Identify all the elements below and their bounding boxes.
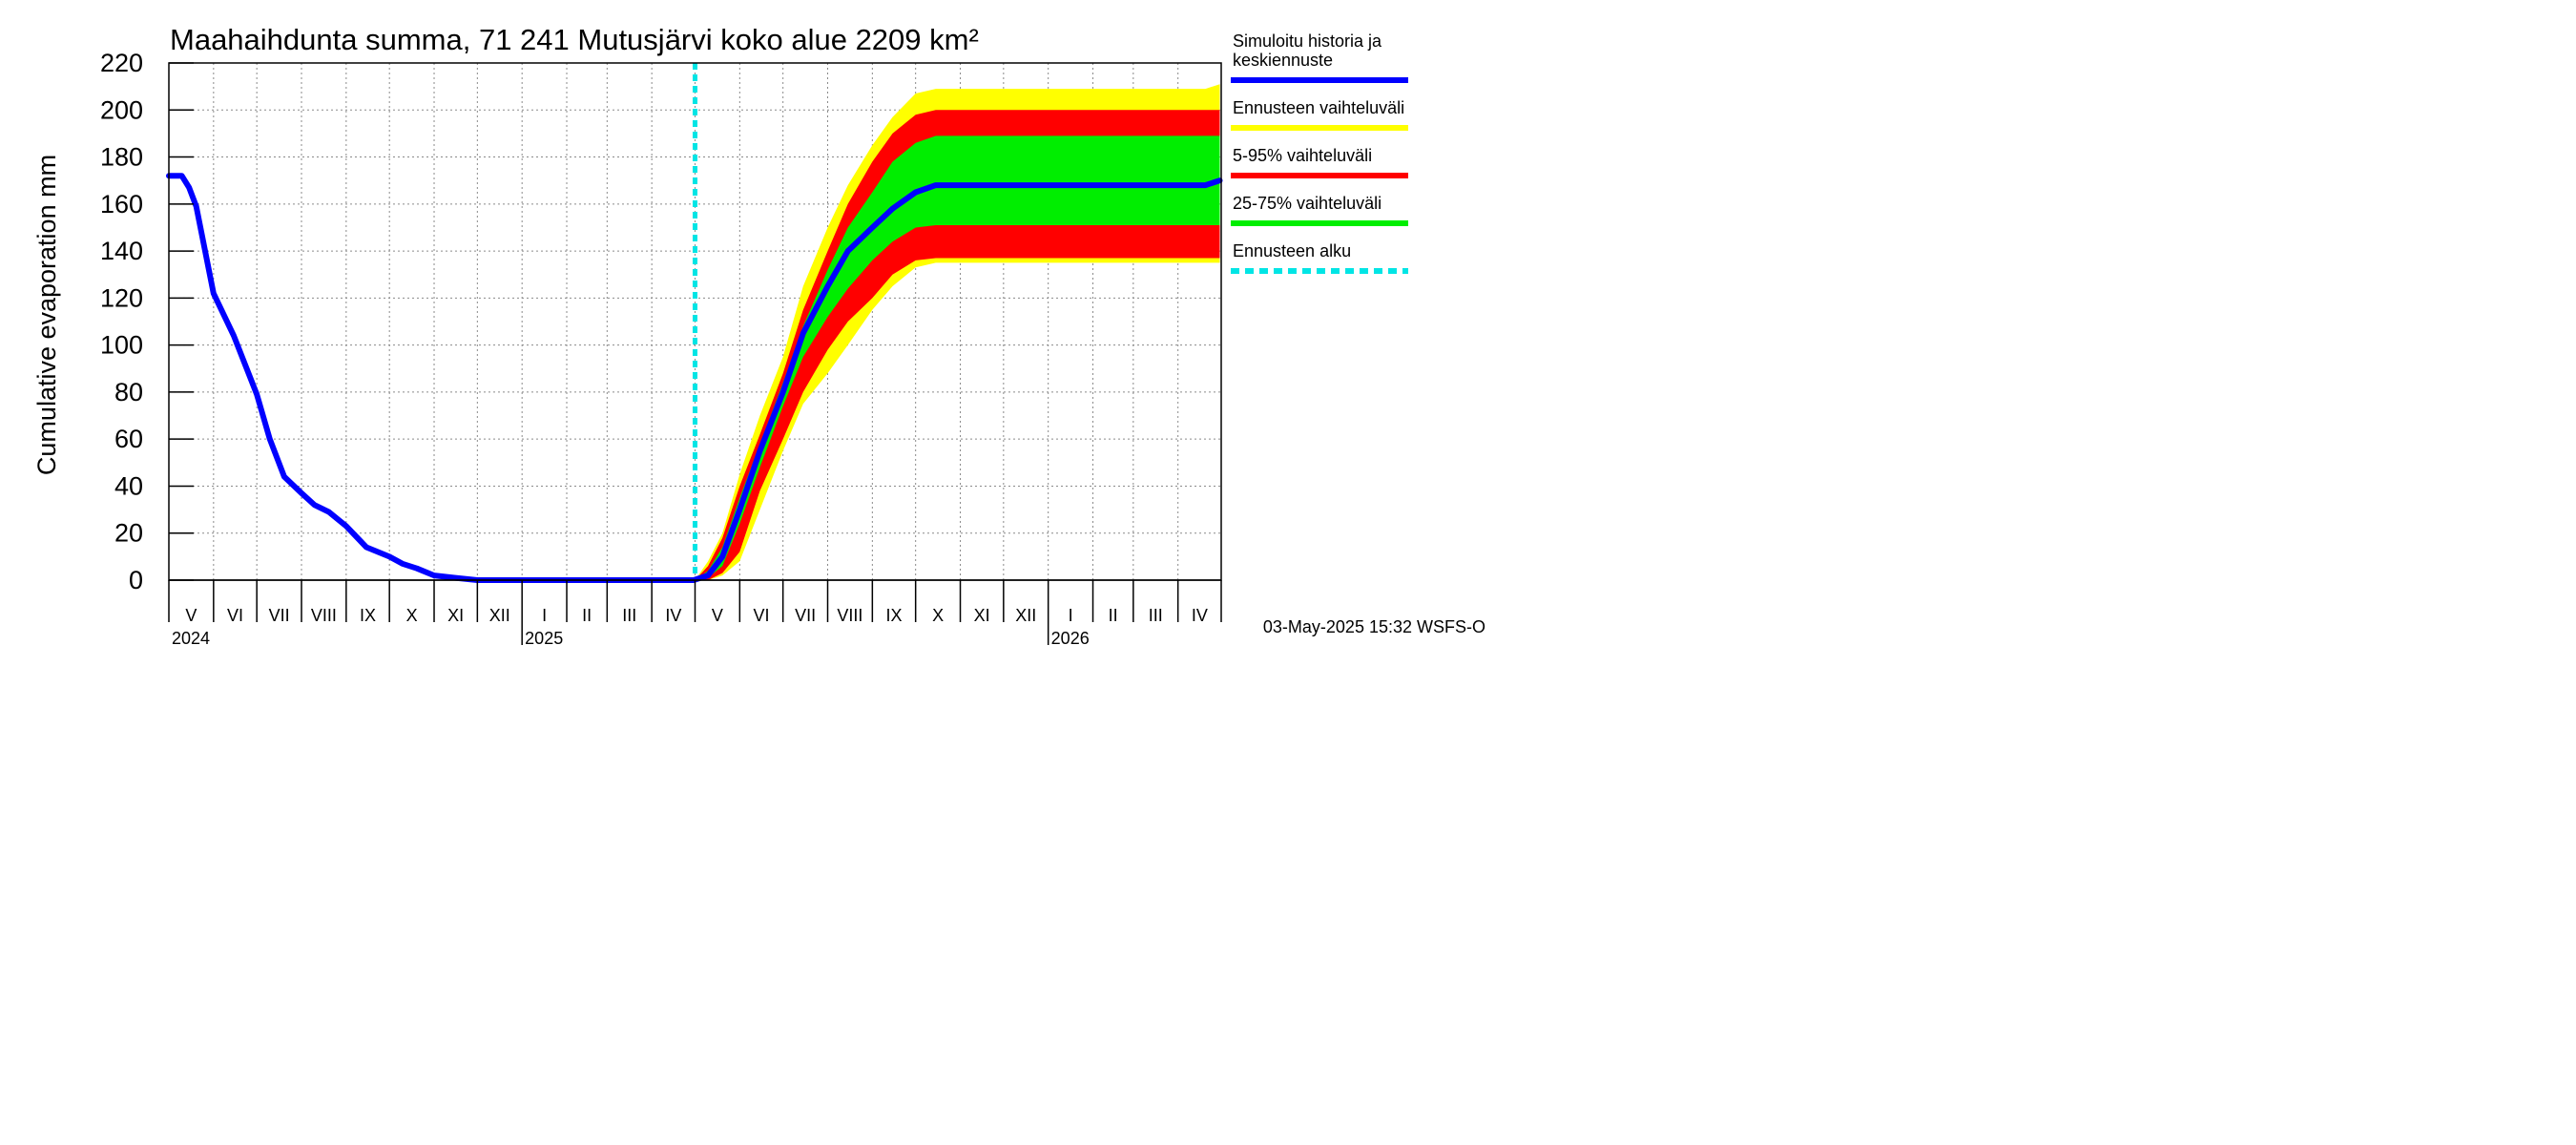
legend-label: Simuloitu historia ja keskiennuste — [1233, 31, 1382, 70]
month-label: IV — [1192, 606, 1208, 625]
month-label: X — [406, 606, 418, 625]
month-label: IX — [886, 606, 903, 625]
month-label: II — [1109, 606, 1118, 625]
month-label: VI — [227, 606, 243, 625]
month-label: II — [582, 606, 592, 625]
legend-label: Ennusteen alku — [1233, 241, 1351, 260]
timestamp-footer: 03-May-2025 15:32 WSFS-O — [1263, 617, 1485, 636]
month-label: XI — [974, 606, 990, 625]
month-label: V — [712, 606, 723, 625]
y-tick-label: 100 — [100, 331, 143, 360]
y-tick-label: 20 — [114, 519, 143, 548]
y-tick-label: 220 — [100, 49, 143, 77]
legend-label: 25-75% vaihteluväli — [1233, 194, 1381, 213]
year-label: 2024 — [172, 629, 210, 648]
month-label: I — [1069, 606, 1073, 625]
month-label: VI — [753, 606, 769, 625]
month-label: V — [185, 606, 197, 625]
band-5-95-vaihteluv-li — [695, 110, 1220, 581]
month-label: VII — [795, 606, 816, 625]
series-line-simulated — [166, 173, 1223, 583]
y-tick-label: 160 — [100, 190, 143, 219]
month-label: VII — [269, 606, 290, 625]
y-tick-label: 180 — [100, 143, 143, 172]
y-axis-label: Cumulative evaporation mm — [32, 155, 61, 475]
month-label: XII — [489, 606, 510, 625]
y-axis-ticks: 0 20 40 60 80 100 120 140 160 180 200 220 — [100, 49, 194, 594]
y-tick-label: 80 — [114, 378, 143, 406]
x-axis: V VI VII VIII IX X XI XII I II III IV V VI VII VIII IX X X… — [168, 579, 1222, 648]
month-label: XII — [1015, 606, 1036, 625]
y-tick-label: 200 — [100, 95, 143, 124]
legend-label: Ennusteen vaihteluväli — [1233, 98, 1404, 117]
band-25-75-vaihteluv-li — [695, 135, 1220, 580]
month-label: IV — [665, 606, 681, 625]
legend: Simuloitu historia ja keskiennuste Ennuste… — [1231, 31, 1408, 274]
chart-title: Maahaihdunta summa, 71 241 Mutusjärvi ko… — [170, 23, 979, 56]
legend-label: 5-95% vaihteluväli — [1233, 146, 1372, 165]
y-tick-label: 120 — [100, 283, 143, 312]
series-lines — [166, 63, 1223, 583]
month-label: I — [542, 606, 547, 625]
y-tick-label: 40 — [114, 471, 143, 500]
y-tick-label: 140 — [100, 237, 143, 265]
forecast-bands — [695, 84, 1220, 581]
y-tick-label: 0 — [129, 566, 143, 594]
month-label: VIII — [837, 606, 862, 625]
year-label: 2025 — [525, 629, 563, 648]
y-tick-label: 60 — [114, 425, 143, 453]
month-label: VIII — [311, 606, 337, 625]
month-label: X — [932, 606, 944, 625]
month-label: XI — [447, 606, 464, 625]
month-label: III — [622, 606, 636, 625]
month-label: III — [1149, 606, 1163, 625]
year-label: 2026 — [1051, 629, 1090, 648]
evaporation-chart: Maahaihdunta summa, 71 241 Mutusjärvi ko… — [32, 23, 1485, 648]
month-label: IX — [360, 606, 376, 625]
